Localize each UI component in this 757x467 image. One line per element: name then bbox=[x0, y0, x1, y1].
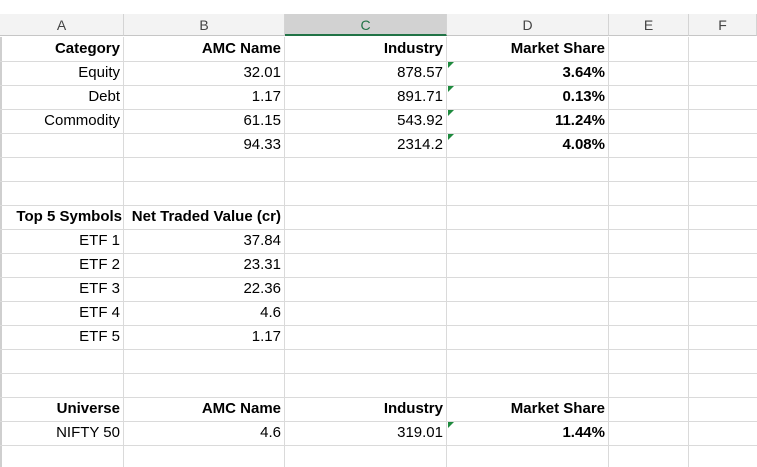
cell-b16[interactable]: AMC Name bbox=[201, 400, 281, 417]
gridline-row bbox=[0, 445, 757, 446]
gridline-col-b bbox=[284, 37, 285, 467]
cell-d2[interactable]: 3.64% bbox=[562, 64, 605, 81]
cell-c17[interactable]: 319.01 bbox=[397, 424, 443, 441]
gridline-col-d bbox=[608, 37, 609, 467]
cell-c16[interactable]: Industry bbox=[383, 400, 443, 417]
cell-c4[interactable]: 543.92 bbox=[397, 112, 443, 129]
cell-a1[interactable]: Category bbox=[54, 40, 120, 57]
row-header-edge bbox=[0, 37, 2, 467]
cell-b2[interactable]: 32.01 bbox=[243, 64, 281, 81]
cell-c3[interactable]: 891.71 bbox=[397, 88, 443, 105]
cell-b17[interactable]: 4.6 bbox=[260, 424, 281, 441]
cell-b4[interactable]: 61.15 bbox=[243, 112, 281, 129]
cell-b1[interactable]: AMC Name bbox=[201, 40, 281, 57]
gridline-row bbox=[0, 229, 757, 230]
cell-b9[interactable]: 37.84 bbox=[243, 232, 281, 249]
cell-b8[interactable]: Net Traded Value (cr) bbox=[131, 208, 281, 225]
cell-b12[interactable]: 4.6 bbox=[260, 304, 281, 321]
cell-a16[interactable]: Universe bbox=[56, 400, 120, 417]
cell-a10[interactable]: ETF 2 bbox=[79, 256, 120, 273]
gridline-row bbox=[0, 325, 757, 326]
gridline-row bbox=[0, 253, 757, 254]
gridline-row bbox=[0, 205, 757, 206]
cell-d5[interactable]: 4.08% bbox=[562, 136, 605, 153]
gridline-row bbox=[0, 157, 757, 158]
column-header-e[interactable]: E bbox=[609, 14, 689, 36]
cell-b13[interactable]: 1.17 bbox=[251, 328, 281, 345]
gridline-row bbox=[0, 397, 757, 398]
cell-a12[interactable]: ETF 4 bbox=[79, 304, 120, 321]
cell-b3[interactable]: 1.17 bbox=[251, 88, 281, 105]
column-header-b[interactable]: B bbox=[124, 14, 285, 36]
cell-d17[interactable]: 1.44% bbox=[562, 424, 605, 441]
gridline-row bbox=[0, 61, 757, 62]
column-header-a[interactable]: A bbox=[0, 14, 124, 36]
gridline-row bbox=[0, 277, 757, 278]
cell-a4[interactable]: Commodity bbox=[44, 112, 120, 129]
gridline-col-e bbox=[688, 37, 689, 467]
cell-a9[interactable]: ETF 1 bbox=[79, 232, 120, 249]
gridline-row bbox=[0, 421, 757, 422]
cell-a8[interactable]: Top 5 Symbols bbox=[16, 208, 122, 225]
cell-a11[interactable]: ETF 3 bbox=[79, 280, 120, 297]
column-header-d[interactable]: D bbox=[447, 14, 609, 36]
cell-a3[interactable]: Debt bbox=[88, 88, 120, 105]
gridline-row bbox=[0, 301, 757, 302]
gridline-row bbox=[0, 109, 757, 110]
error-indicator-icon[interactable] bbox=[448, 62, 454, 68]
column-header-c[interactable]: C bbox=[285, 14, 447, 36]
cell-b5[interactable]: 94.33 bbox=[243, 136, 281, 153]
error-indicator-icon[interactable] bbox=[448, 110, 454, 116]
cell-b11[interactable]: 22.36 bbox=[243, 280, 281, 297]
column-header-row: A B C D E F bbox=[0, 0, 757, 37]
cell-d1[interactable]: Market Share bbox=[510, 40, 605, 57]
error-indicator-icon[interactable] bbox=[448, 86, 454, 92]
cell-c2[interactable]: 878.57 bbox=[397, 64, 443, 81]
gridline-row bbox=[0, 133, 757, 134]
gridline-row bbox=[0, 181, 757, 182]
error-indicator-icon[interactable] bbox=[448, 134, 454, 140]
gridline-col-c bbox=[446, 37, 447, 467]
column-header-f[interactable]: F bbox=[689, 14, 757, 36]
gridline-row bbox=[0, 349, 757, 350]
cell-d4[interactable]: 11.24% bbox=[554, 112, 605, 129]
cell-a2[interactable]: Equity bbox=[78, 64, 120, 81]
cell-a13[interactable]: ETF 5 bbox=[79, 328, 120, 345]
cell-a5[interactable] bbox=[0, 133, 124, 157]
cell-d16[interactable]: Market Share bbox=[510, 400, 605, 417]
cell-c5[interactable]: 2314.2 bbox=[397, 136, 443, 153]
gridline-row bbox=[0, 85, 757, 86]
cell-b10[interactable]: 23.31 bbox=[243, 256, 281, 273]
cell-c1[interactable]: Industry bbox=[383, 40, 443, 57]
cell-a17[interactable]: NIFTY 50 bbox=[56, 424, 120, 441]
error-indicator-icon[interactable] bbox=[448, 422, 454, 428]
cell-d3[interactable]: 0.13% bbox=[562, 88, 605, 105]
gridline-row bbox=[0, 373, 757, 374]
gridline-col-a bbox=[123, 37, 124, 467]
